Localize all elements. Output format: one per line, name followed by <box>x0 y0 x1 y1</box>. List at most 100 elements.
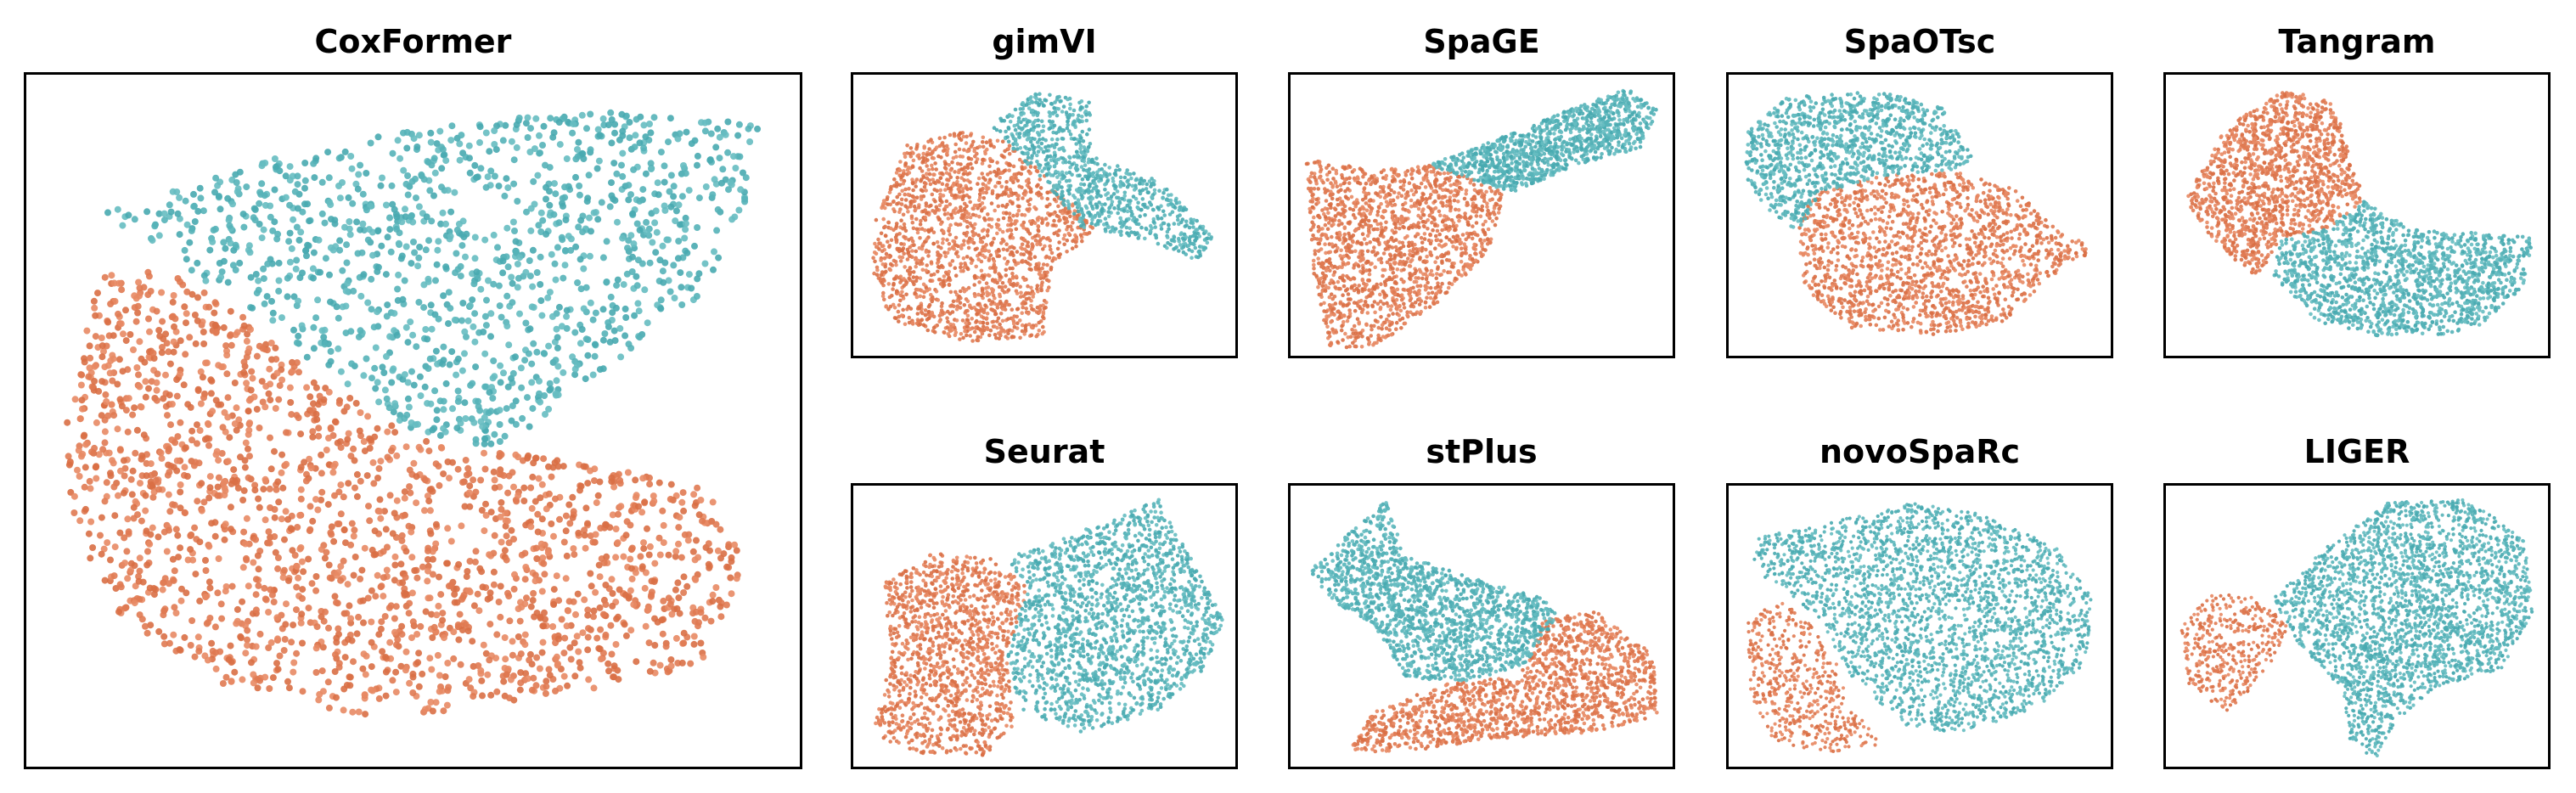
scatter-point <box>545 342 553 350</box>
scatter-point <box>177 370 184 378</box>
scatter-point <box>343 259 351 267</box>
scatter-point <box>278 314 285 322</box>
scatter-point <box>471 161 479 169</box>
scatter-point <box>985 293 990 298</box>
scatter-point <box>427 129 435 137</box>
scatter-point <box>369 458 377 466</box>
scatter-point <box>191 653 199 661</box>
scatter-point <box>439 146 447 154</box>
scatter-point <box>927 302 932 307</box>
scatter-point <box>447 537 455 545</box>
scatter-point <box>650 498 658 505</box>
scatter-point <box>958 301 963 306</box>
scatter-point <box>440 292 447 300</box>
scatter-point <box>674 255 682 262</box>
scatter-point <box>678 659 686 666</box>
scatter-point <box>389 200 397 208</box>
scatter-panel-coxformer <box>24 72 802 769</box>
scatter-point <box>429 555 436 563</box>
scatter-point <box>142 393 149 401</box>
scatter-point <box>454 387 462 395</box>
scatter-point <box>498 498 505 506</box>
scatter-point <box>959 246 964 250</box>
scatter-point <box>661 259 669 267</box>
scatter-point <box>508 526 515 534</box>
scatter-point <box>406 599 413 607</box>
scatter-point <box>107 472 115 480</box>
scatter-point <box>522 120 530 127</box>
scatter-point <box>526 149 534 155</box>
scatter-point <box>959 167 964 172</box>
scatter-point <box>898 274 903 278</box>
scatter-point <box>341 654 349 661</box>
scatter-point <box>295 236 303 244</box>
scatter-point <box>569 514 577 521</box>
scatter-point <box>368 638 375 646</box>
scatter-point <box>1019 172 1024 177</box>
scatter-point <box>275 259 283 267</box>
scatter-point <box>706 547 713 554</box>
scatter-point <box>375 631 383 638</box>
scatter-point <box>170 292 177 299</box>
scatter-point <box>882 256 887 261</box>
scatter-point <box>1065 238 1070 243</box>
scatter-point <box>577 285 585 293</box>
scatter-point <box>1080 239 1084 244</box>
scatter-point <box>612 554 620 561</box>
scatter-point <box>877 241 881 245</box>
scatter-point <box>265 644 273 651</box>
scatter-point <box>391 429 399 436</box>
scatter-point <box>939 245 943 250</box>
scatter-point <box>633 115 640 123</box>
scatter-point <box>706 156 714 164</box>
scatter-point <box>398 537 406 544</box>
scatter-point <box>943 161 948 166</box>
scatter-point <box>976 292 981 297</box>
scatter-point <box>1065 250 1069 254</box>
scatter-point <box>274 565 282 572</box>
scatter-point <box>922 185 927 189</box>
scatter-point <box>436 573 442 581</box>
scatter-point <box>543 505 550 513</box>
scatter-point <box>1004 273 1009 278</box>
scatter-point <box>632 569 639 576</box>
scatter-point <box>959 269 964 273</box>
scatter-point <box>231 478 239 486</box>
scatter-point <box>117 320 125 328</box>
scatter-point <box>988 171 993 175</box>
scatter-point <box>1023 247 1027 251</box>
scatter-point <box>607 109 615 116</box>
scatter-point <box>919 178 923 183</box>
scatter-point <box>92 333 99 340</box>
scatter-point <box>136 554 143 562</box>
scatter-point <box>918 222 923 227</box>
scatter-point <box>561 194 569 201</box>
scatter-point <box>589 538 597 546</box>
scatter-point <box>220 239 228 246</box>
scatter-point <box>365 503 372 510</box>
scatter-point <box>894 222 899 226</box>
scatter-point <box>894 181 899 185</box>
scatter-point <box>212 451 220 458</box>
scatter-point <box>929 293 933 297</box>
scatter-point <box>327 298 334 306</box>
scatter-point <box>504 184 512 192</box>
scatter-point <box>391 576 398 584</box>
scatter-point <box>894 262 898 267</box>
scatter-point <box>1038 242 1043 247</box>
scatter-point <box>965 324 970 329</box>
scatter-point <box>966 239 970 244</box>
scatter-point <box>971 139 976 144</box>
scatter-point <box>110 355 117 363</box>
scatter-point <box>680 589 688 596</box>
scatter-point <box>723 563 731 571</box>
scatter-point <box>284 293 291 301</box>
scatter-point <box>482 129 490 137</box>
scatter-point <box>403 144 411 152</box>
scatter-point <box>386 214 393 222</box>
scatter-point <box>898 160 903 164</box>
scatter-point <box>688 140 695 148</box>
scatter-point <box>487 691 495 699</box>
scatter-point <box>267 340 275 346</box>
scatter-point <box>667 662 675 670</box>
